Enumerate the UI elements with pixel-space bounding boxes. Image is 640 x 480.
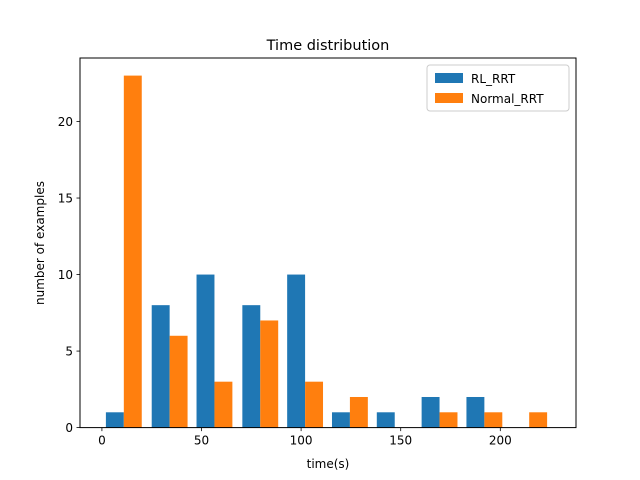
bar-normal-rrt-bin-8 — [484, 412, 503, 428]
x-tick-label: 150 — [389, 434, 412, 448]
bar-rl-rrt-bin-7 — [421, 396, 440, 428]
y-tick-label: 10 — [58, 268, 73, 282]
bar-rl-rrt-bin-5 — [331, 412, 350, 428]
legend: RL_RRT Normal_RRT — [426, 64, 570, 112]
bar-rl-rrt-bin-2 — [196, 274, 215, 428]
bar-rl-rrt-bin-0 — [105, 412, 124, 428]
bar-normal-rrt-bin-5 — [349, 396, 368, 428]
bar-rl-rrt-bin-4 — [287, 274, 306, 428]
y-axis-label: number of examples — [33, 181, 47, 305]
bar-rl-rrt-bin-8 — [466, 396, 485, 428]
y-axis-ticks: 0 5 10 15 20 — [58, 115, 80, 435]
bar-normal-rrt-bin-1 — [169, 335, 188, 428]
bar-rl-rrt-bin-1 — [151, 305, 170, 428]
bar-rl-rrt-bin-3 — [242, 305, 261, 428]
x-tick-label: 100 — [290, 434, 313, 448]
y-tick-label: 0 — [65, 421, 73, 435]
x-tick-label: 50 — [194, 434, 209, 448]
legend-label-rl-rrt: RL_RRT — [471, 72, 516, 86]
y-tick-label: 15 — [58, 191, 73, 205]
axes-frame — [79, 57, 577, 429]
legend-swatch-rl-rrt — [435, 73, 463, 83]
y-tick-label: 5 — [65, 344, 73, 358]
x-axis-label: time(s) — [307, 457, 350, 471]
bar-normal-rrt-bin-3 — [260, 320, 279, 428]
bar-normal-rrt-bin-0 — [123, 75, 142, 428]
bar-normal-rrt-bin-2 — [214, 381, 233, 428]
x-tick-label: 0 — [98, 434, 106, 448]
x-axis-ticks: 0 50 100 150 200 — [98, 427, 512, 448]
bar-normal-rrt-bin-7 — [439, 412, 458, 428]
y-tick-label: 20 — [58, 115, 73, 129]
legend-label-normal-rrt: Normal_RRT — [471, 92, 544, 106]
x-tick-label: 200 — [489, 434, 512, 448]
bar-rl-rrt-bin-6 — [376, 412, 395, 428]
bars-layer — [105, 75, 548, 428]
bar-normal-rrt-bin-9 — [529, 412, 548, 428]
chart-title: Time distribution — [266, 38, 390, 54]
bar-normal-rrt-bin-4 — [305, 381, 324, 428]
legend-swatch-normal-rrt — [435, 93, 463, 103]
